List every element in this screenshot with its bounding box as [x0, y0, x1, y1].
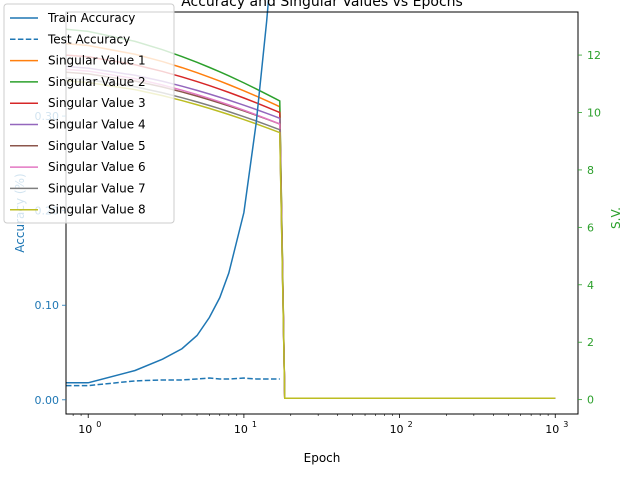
x-tick-exponent: 1	[252, 420, 257, 429]
test-accuracy-line	[66, 377, 280, 387]
x-axis-label: Epoch	[304, 451, 341, 465]
x-tick-exponent: 2	[408, 420, 413, 429]
legend-label: Singular Value 1	[48, 54, 146, 68]
right-y-tick-label: 10	[587, 107, 601, 120]
x-tick-label: 10	[545, 423, 559, 436]
right-y-tick-label: 0	[587, 394, 594, 407]
left-y-tick-label: 0.10	[35, 299, 60, 312]
singular-value-lines	[65, 28, 556, 399]
legend-label: Test Accuracy	[47, 32, 130, 46]
legend-label: Singular Value 5	[48, 139, 146, 153]
legend-label: Singular Value 6	[48, 160, 146, 174]
right-y-axis-label: S.V.	[609, 207, 623, 229]
x-tick-exponent: 3	[563, 420, 568, 429]
x-axis-ticks: 10 0 10 1 10 2 10 3	[72, 414, 568, 436]
train-accuracy-line	[66, 0, 270, 384]
legend-box	[3, 3, 175, 224]
singular-value-line-8	[65, 80, 556, 399]
right-y-axis-ticks: 0 2 4 6 8 10 12	[578, 49, 601, 407]
legend-label: Singular Value 8	[48, 203, 146, 217]
legend-label: Singular Value 3	[48, 96, 146, 110]
right-y-tick-label: 12	[587, 49, 601, 62]
right-y-tick-label: 6	[587, 221, 594, 234]
legend: Train Accuracy Test Accuracy Singular Valu…	[3, 3, 175, 224]
x-tick-label: 10	[234, 423, 248, 436]
right-y-tick-label: 4	[587, 279, 594, 292]
legend-label: Singular Value 7	[48, 181, 146, 195]
chart-title: Accuracy and Singular Values vs Epochs	[181, 0, 463, 10]
accuracy-lines	[66, 0, 280, 387]
x-tick-label: 10	[390, 423, 404, 436]
x-tick-label: 10	[78, 423, 92, 436]
left-y-tick-label: 0.00	[35, 394, 60, 407]
right-y-tick-label: 2	[587, 336, 594, 349]
legend-label: Singular Value 4	[48, 118, 146, 132]
right-y-tick-label: 8	[587, 164, 594, 177]
legend-label: Singular Value 2	[48, 75, 146, 89]
x-tick-exponent: 0	[96, 420, 101, 429]
legend-label: Train Accuracy	[47, 11, 135, 25]
